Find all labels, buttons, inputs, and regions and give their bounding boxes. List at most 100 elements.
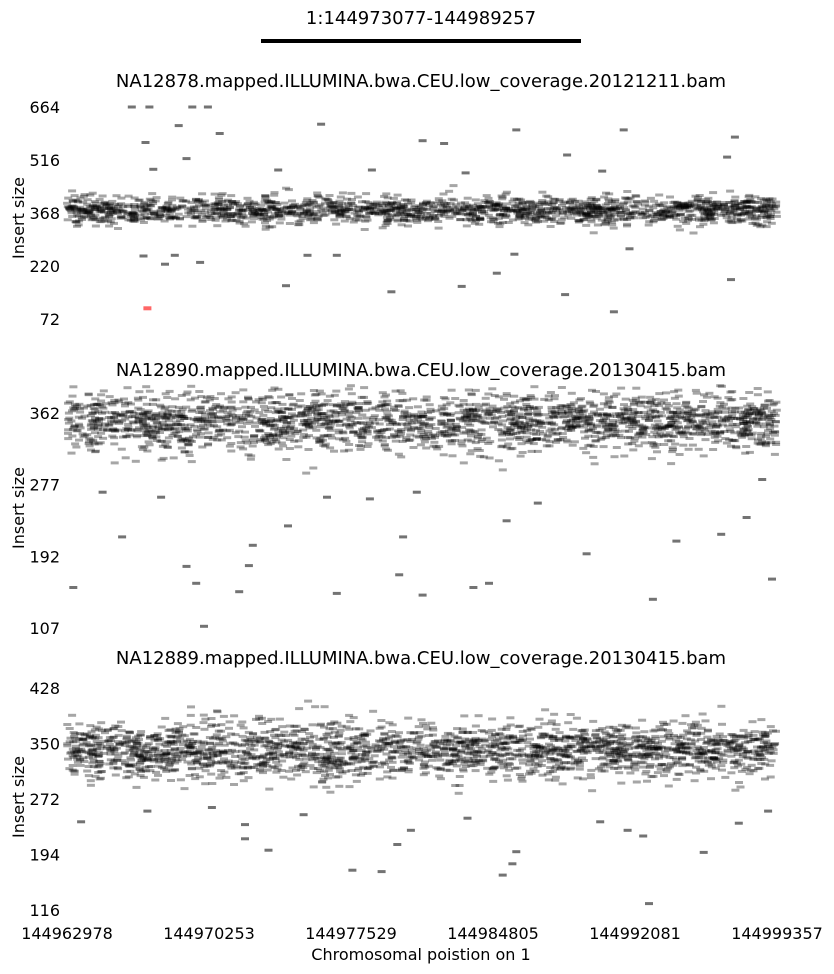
read-pair-point bbox=[277, 217, 286, 221]
read-pair-point bbox=[545, 440, 554, 444]
read-pair-point bbox=[140, 410, 149, 414]
read-pair-point bbox=[660, 426, 669, 430]
read-pair-point bbox=[304, 425, 313, 428]
read-pair-point bbox=[348, 400, 357, 404]
read-pair-point bbox=[76, 757, 85, 761]
read-pair-point bbox=[557, 408, 566, 411]
read-pair-point bbox=[410, 425, 418, 429]
read-pair-point bbox=[246, 410, 255, 414]
read-pair-point bbox=[223, 422, 232, 426]
read-pair-point bbox=[747, 433, 756, 437]
read-pair-point bbox=[761, 735, 770, 739]
read-pair-point bbox=[189, 417, 198, 421]
read-pair-point bbox=[315, 752, 324, 756]
read-pair-point bbox=[717, 213, 726, 217]
read-pair-point bbox=[699, 222, 708, 226]
read-pair-point bbox=[633, 745, 642, 749]
read-pair-point bbox=[693, 732, 702, 736]
read-pair-point bbox=[162, 751, 171, 755]
read-pair-point bbox=[105, 423, 114, 427]
read-pair-point bbox=[359, 209, 368, 212]
read-pair-point bbox=[368, 407, 377, 411]
read-pair-point bbox=[665, 215, 674, 219]
read-pair-point bbox=[285, 438, 294, 441]
read-pair-point bbox=[187, 460, 196, 464]
read-pair-point bbox=[115, 400, 124, 404]
read-pair-point bbox=[684, 215, 692, 219]
read-pair-point bbox=[299, 435, 308, 439]
read-pair-point bbox=[73, 404, 81, 408]
read-pair-point bbox=[459, 431, 468, 435]
read-pair-point bbox=[637, 400, 646, 404]
read-pair-point bbox=[255, 428, 263, 432]
read-pair-point bbox=[342, 422, 351, 426]
read-pair-point bbox=[142, 424, 151, 428]
read-pair-point bbox=[680, 206, 689, 210]
read-pair-point bbox=[755, 422, 763, 426]
read-pair-point bbox=[460, 416, 469, 420]
read-pair-point bbox=[666, 416, 675, 420]
read-pair-point bbox=[517, 738, 526, 742]
read-pair-point bbox=[576, 219, 585, 223]
read-pair-point bbox=[502, 394, 511, 398]
read-pair-point bbox=[375, 408, 384, 412]
read-pair-point bbox=[752, 217, 761, 221]
read-pair-point bbox=[358, 429, 367, 433]
read-pair-point bbox=[330, 449, 338, 453]
read-pair-point bbox=[78, 416, 87, 420]
read-pair-point bbox=[515, 197, 524, 201]
read-pair-point bbox=[119, 435, 127, 439]
read-pair-point bbox=[267, 406, 276, 410]
read-pair-point bbox=[754, 438, 762, 442]
read-pair-point bbox=[162, 213, 171, 217]
read-pair-point bbox=[172, 423, 181, 427]
read-pair-point bbox=[104, 423, 113, 427]
read-pair-point bbox=[693, 198, 702, 202]
read-pair-point bbox=[400, 409, 409, 413]
read-pair-point bbox=[243, 441, 252, 445]
read-pair-point bbox=[509, 736, 518, 740]
read-pair-point bbox=[83, 433, 92, 437]
read-pair-point bbox=[603, 413, 612, 417]
read-pair-point bbox=[106, 210, 115, 214]
read-pair-point bbox=[173, 205, 181, 209]
read-pair-point bbox=[115, 742, 124, 746]
read-pair-point bbox=[170, 747, 179, 751]
panel-3-title: NA12889.mapped.ILLUMINA.bwa.CEU.low_cove… bbox=[116, 648, 726, 669]
read-pair-point bbox=[657, 218, 666, 222]
read-pair-point bbox=[143, 433, 152, 437]
read-pair-point bbox=[86, 212, 95, 216]
read-pair-point bbox=[712, 207, 721, 211]
read-pair-point bbox=[753, 387, 762, 390]
read-pair-point bbox=[705, 391, 714, 395]
read-pair-point bbox=[761, 444, 770, 448]
read-pair-point bbox=[310, 420, 319, 424]
read-pair-point bbox=[599, 392, 608, 396]
read-pair-point bbox=[86, 438, 95, 442]
read-pair-point bbox=[520, 214, 529, 218]
read-pair-point bbox=[296, 219, 305, 223]
outlier-point bbox=[200, 624, 208, 628]
read-pair-point bbox=[124, 203, 133, 207]
read-pair-point bbox=[489, 209, 498, 213]
read-pair-point bbox=[138, 756, 147, 760]
outlier-point bbox=[139, 254, 148, 258]
read-pair-point bbox=[72, 445, 81, 449]
read-pair-point bbox=[503, 410, 512, 414]
read-pair-point bbox=[164, 207, 173, 211]
read-pair-point bbox=[545, 420, 554, 424]
read-pair-point bbox=[492, 204, 500, 208]
read-pair-point bbox=[467, 434, 475, 438]
read-pair-point bbox=[124, 428, 133, 431]
read-pair-point bbox=[737, 435, 746, 439]
read-pair-point bbox=[493, 416, 502, 419]
read-pair-point bbox=[426, 201, 435, 204]
read-pair-point bbox=[658, 217, 667, 221]
read-pair-point bbox=[704, 209, 713, 213]
read-pair-point bbox=[604, 427, 613, 431]
read-pair-point bbox=[144, 207, 153, 211]
read-pair-point bbox=[738, 212, 746, 216]
read-pair-point bbox=[268, 225, 277, 229]
read-pair-point bbox=[368, 749, 377, 753]
